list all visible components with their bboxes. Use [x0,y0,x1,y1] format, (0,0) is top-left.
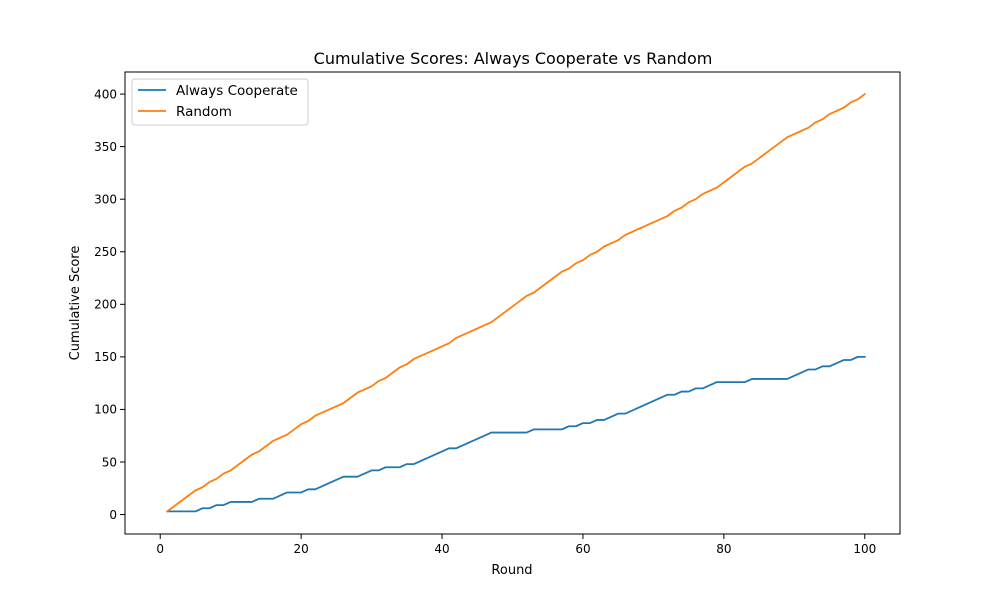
y-tick-label: 200 [94,298,117,312]
x-tick-label: 80 [716,542,731,556]
y-axis-label: Cumulative Score [68,246,83,361]
legend-entries: Always Cooperate Random [138,83,298,120]
x-tick-label: 20 [293,542,308,556]
y-tick-label: 0 [109,508,117,522]
y-tick-label: 350 [94,140,117,154]
series-line-2 [166,92,867,513]
y-tick-label: 150 [94,350,117,364]
y-tick-label: 400 [94,87,117,101]
axes-frame [124,71,901,535]
legend-box [131,78,309,126]
x-axis-label: Round [491,563,532,578]
legend-label-2: Random [176,104,232,120]
y-axis: 0 50 100 150 200 250 300 350 400 [94,87,125,522]
x-tick-label: 100 [853,542,876,556]
legend-label-1: Always Cooperate [176,83,298,99]
legend: Always Cooperate Random [131,78,309,126]
chart-title: Cumulative Scores: Always Cooperate vs R… [314,49,713,68]
series-line-1 [166,355,866,513]
y-tick-label: 50 [102,455,117,469]
y-tick-label: 250 [94,245,117,259]
x-axis: 0 20 40 60 80 100 [156,534,876,556]
plot-area [124,71,901,535]
x-tick-label: 60 [575,542,590,556]
y-tick-label: 300 [94,192,117,206]
x-tick-label: 40 [434,542,449,556]
x-tick-label: 0 [156,542,164,556]
series-layer [166,92,867,513]
y-tick-label: 100 [94,403,117,417]
